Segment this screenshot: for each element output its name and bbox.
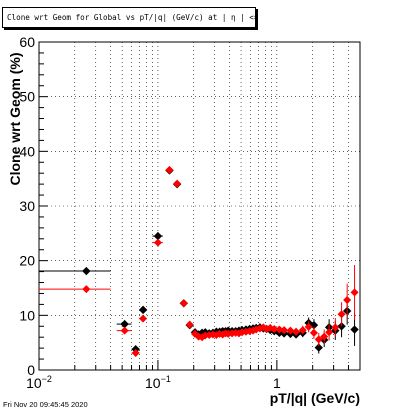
footer-timestamp: Fri Nov 20 09:45:45 2020 [3,400,88,409]
data-point [173,179,182,188]
chart-title: Clone wrt Geom for Global vs pT/|q| (GeV… [7,13,256,22]
data-point [280,326,289,335]
data-point [185,320,194,329]
data-point [275,325,284,334]
data-point [304,322,313,331]
data-point [292,327,301,336]
data-series [39,165,359,358]
y-tick-label: 50 [19,89,35,105]
data-point [298,326,307,335]
y-axis-title: Clone wrt Geom (%) [7,52,23,185]
data-point [120,319,129,329]
data-point [343,296,352,305]
y-tick-label: 0 [27,362,35,378]
data-point [286,326,295,335]
data-point [82,285,91,294]
data-point [138,305,148,315]
data-point [165,165,174,174]
y-tick-label: 30 [19,198,35,214]
data-point [270,325,279,333]
grid-lines [39,41,361,370]
data-point [139,314,148,323]
axis-ticks [38,41,361,371]
x-tick-label: 1 [273,375,281,391]
data-point [153,231,163,241]
data-point [153,238,162,247]
data-point [350,325,359,334]
data-point [325,328,334,337]
data-point [309,328,318,337]
x-tick-exponent: −2 [42,374,52,384]
y-tick-label: 10 [19,307,35,323]
data-point [82,266,91,276]
data-point [120,326,129,335]
x-axis-title: pT/|q| (GeV/c) [270,390,360,406]
y-tick-label: 40 [19,143,35,159]
data-point [131,349,140,358]
y-tick-label: 60 [19,34,35,50]
x-tick-exponent: −1 [161,374,171,384]
series-2 [39,165,359,358]
data-point [337,310,346,319]
data-point [350,288,359,297]
data-point [179,299,188,308]
data-point [320,332,329,341]
y-tick-label: 20 [19,253,35,269]
data-point [314,335,323,344]
data-point [314,343,323,352]
data-point [331,323,340,332]
chart-title-box: Clone wrt Geom for Global vs pT/|q| (GeV… [2,7,256,28]
